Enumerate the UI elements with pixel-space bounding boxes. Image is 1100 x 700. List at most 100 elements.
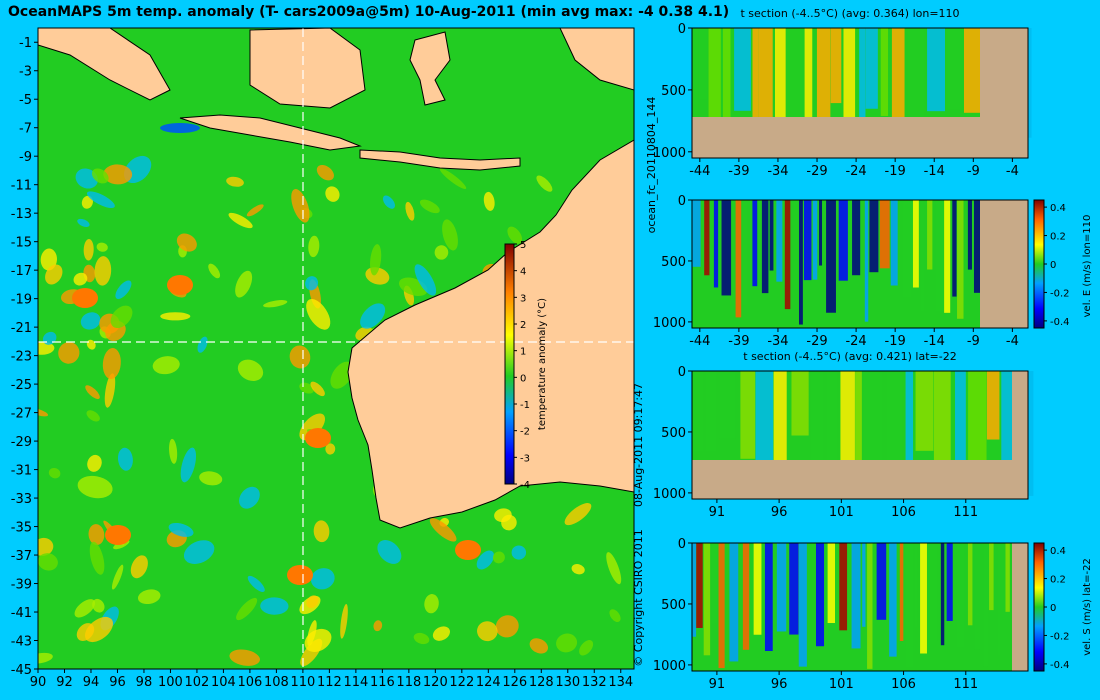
section-cell — [826, 371, 837, 461]
anomaly-eddy — [102, 347, 121, 380]
section-x-tick-label: -39 — [728, 334, 749, 349]
section-x-tick-label: -44 — [689, 164, 710, 179]
colorbar-tick-label: -0.4 — [1050, 660, 1070, 671]
section-cell — [815, 543, 825, 647]
section-lat-temperature: t section (-4..5°C) (avg: 0.421) lat=-22… — [653, 350, 1034, 520]
anomaly-eddy — [299, 413, 326, 441]
section-cell — [692, 200, 701, 267]
anomaly-eddy — [511, 545, 527, 560]
section-cell — [944, 200, 951, 313]
anomaly-eddy — [306, 595, 319, 609]
map-y-tick-label: -41 — [11, 606, 32, 621]
anomaly-eddy — [88, 524, 105, 545]
anomaly-eddy — [260, 597, 289, 615]
anomaly-eddy — [38, 553, 58, 571]
anomaly-eddy — [308, 235, 320, 258]
section-cell — [773, 371, 787, 483]
anomaly-eddy — [111, 564, 124, 590]
section-cell — [742, 543, 750, 650]
anomaly-eddy — [246, 204, 264, 217]
section-cell — [713, 200, 719, 288]
anomaly-eddy — [197, 336, 208, 353]
map-x-tick-label: 104 — [211, 675, 236, 690]
section-cell — [839, 543, 848, 631]
section-x-tick-label: 106 — [891, 677, 916, 692]
anomaly-eddy — [414, 264, 437, 296]
section-cell — [692, 371, 704, 452]
section-x-tick-label: 111 — [953, 505, 978, 520]
map-x-tick-label: 102 — [185, 675, 210, 690]
section-y-tick-label: 0 — [678, 365, 686, 380]
colorbar-tick-label: 3 — [520, 293, 526, 304]
section-cell — [862, 543, 866, 627]
section-x-tick-label: 96 — [771, 677, 788, 692]
section-cell — [927, 28, 945, 112]
section-lat-velocity-axes: 91 96 101 106 111 0 500 1000 — [653, 537, 978, 692]
section-cell — [929, 543, 938, 641]
section-lat-temperature-stripes — [692, 371, 1034, 496]
map-x-tick-label: 108 — [264, 675, 289, 690]
map-x-tick-label: 124 — [476, 675, 501, 690]
run-id-label: ocean_fc_20110804_144 — [645, 97, 658, 234]
section-cell — [902, 200, 912, 297]
section-lat-velocity: 91 96 101 106 111 0 500 1000 0.4 0.2 0 -0.2 -0.4 ve… — [653, 537, 1093, 692]
map-y-tick-label: -23 — [11, 350, 32, 365]
colorbar-tick-label: 2 — [520, 320, 526, 331]
section-cell — [812, 200, 818, 280]
section-x-tick-label: 91 — [709, 677, 726, 692]
section-cell — [704, 200, 710, 276]
section-cell — [703, 543, 711, 656]
section-cell — [855, 371, 862, 472]
map-x-tick-label: 118 — [396, 675, 421, 690]
anomaly-eddy — [176, 233, 197, 252]
section-cell — [867, 543, 873, 669]
temperature-colorbar: 5 4 3 2 1 0 -1 -2 -3 -4 temperature anomaly (°C) — [504, 240, 548, 491]
section-cell — [791, 371, 809, 436]
section-lon-temperature: t section (-4..5°C) (avg: 0.364) lon=110… — [653, 7, 1032, 179]
section-cell — [734, 28, 751, 111]
section-cell — [718, 543, 725, 669]
section-cell — [963, 28, 983, 113]
borneo-land — [249, 28, 366, 109]
map-x-tick-label: 100 — [158, 675, 183, 690]
anomaly-eddy — [424, 594, 439, 614]
map-y-tick-label: -7 — [19, 122, 32, 137]
map-y-tick-label: -37 — [11, 549, 32, 564]
warm-eddy — [167, 275, 193, 295]
section-cell — [784, 200, 791, 310]
section-cell — [776, 543, 787, 632]
section-cell — [869, 200, 879, 273]
map-x-tick-label: 96 — [109, 675, 126, 690]
section-cell — [989, 543, 994, 611]
anomaly-eddy — [310, 381, 325, 397]
section-cell — [840, 371, 855, 489]
anomaly-eddy — [370, 244, 382, 276]
anomaly-eddy — [104, 373, 116, 408]
anomaly-eddy — [74, 599, 96, 618]
map-x-tick-label: 90 — [30, 675, 47, 690]
map-y-tick-label: -1 — [19, 36, 32, 51]
colorbar-tick-label: 0 — [1050, 603, 1056, 614]
anomaly-eddy — [305, 276, 319, 291]
section-cell — [997, 543, 1001, 656]
section-y-tick-label: 500 — [661, 598, 686, 613]
anomaly-eddy — [432, 626, 450, 641]
anomaly-eddy — [313, 520, 330, 543]
section-cell — [826, 200, 836, 313]
anomaly-eddy — [434, 245, 449, 260]
anomaly-eddy — [235, 270, 253, 298]
section-cell — [1005, 543, 1010, 612]
map-x-tick-label: 106 — [237, 675, 262, 690]
section-cell — [973, 200, 984, 293]
section-lon-velocity-axes: -44 -39 -34 -29 -24 -19 -14 -9 -4 0 500 1000 — [653, 194, 1019, 349]
anomaly-eddy — [91, 168, 109, 184]
section-x-tick-label: 96 — [771, 505, 788, 520]
section-cell — [692, 28, 699, 148]
cold-anomaly — [160, 123, 200, 133]
anomaly-eddy — [77, 475, 113, 499]
section-x-tick-label: -19 — [885, 334, 906, 349]
section-x-tick-label: -24 — [845, 334, 866, 349]
colorbar-tick-label: 0.2 — [1050, 232, 1066, 243]
section-lat-temperature-frame — [691, 370, 1029, 500]
warm-eddy — [72, 288, 98, 308]
